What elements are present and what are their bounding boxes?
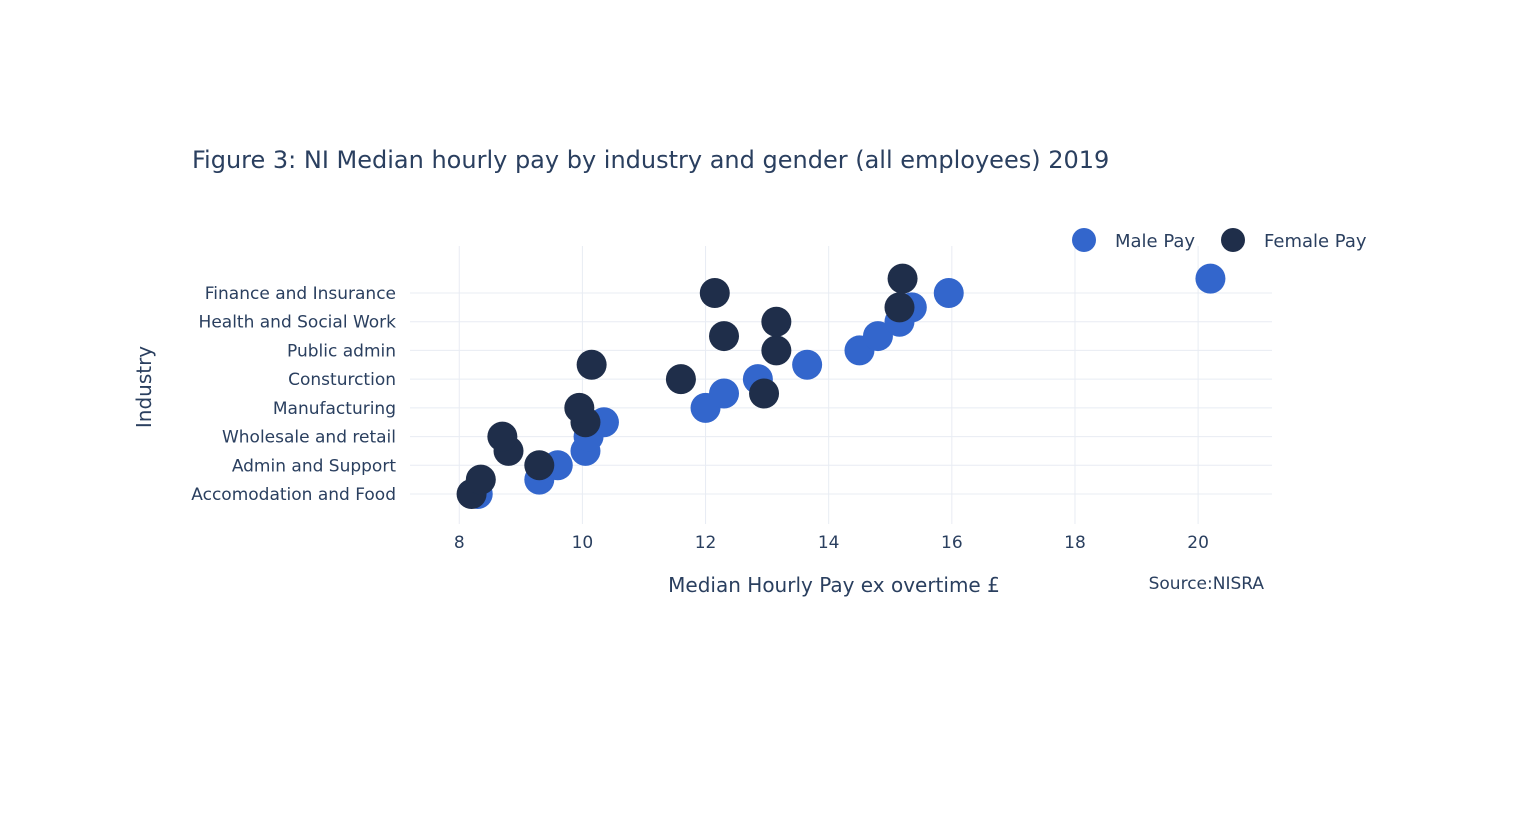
- y-tick-label: Consturction: [288, 370, 396, 390]
- point-male[interactable]: [709, 378, 740, 409]
- point-female[interactable]: [576, 349, 607, 380]
- x-tick-label: 12: [695, 533, 717, 553]
- legend-item-female[interactable]: Female Pay: [1221, 228, 1367, 252]
- legend-label-male: Male Pay: [1115, 231, 1195, 252]
- grid-lines: [410, 246, 1272, 524]
- point-female[interactable]: [761, 335, 792, 366]
- y-tick-label: Finance and Insurance: [205, 284, 396, 304]
- y-tick-labels: Accomodation and Food Admin and Support Wh…: [191, 284, 396, 505]
- point-male[interactable]: [792, 349, 823, 380]
- x-tick-label: 8: [454, 533, 465, 553]
- legend: Male Pay Female Pay: [1072, 228, 1367, 252]
- point-female[interactable]: [524, 450, 555, 481]
- y-tick-label: Accomodation and Food: [191, 485, 396, 505]
- point-female[interactable]: [887, 263, 918, 294]
- y-tick-label: Health and Social Work: [199, 313, 397, 333]
- point-male[interactable]: [1195, 263, 1226, 294]
- x-tick-label: 10: [572, 533, 594, 553]
- source-annotation: Source:NISRA: [1149, 574, 1265, 594]
- point-female[interactable]: [699, 278, 730, 308]
- chart-title: Figure 3: NI Median hourly pay by indust…: [192, 146, 1109, 174]
- data-points[interactable]: [456, 263, 1226, 509]
- point-female[interactable]: [749, 378, 780, 409]
- point-female[interactable]: [564, 392, 595, 423]
- x-tick-label: 18: [1064, 533, 1086, 553]
- point-female[interactable]: [665, 364, 696, 395]
- y-axis-title: Industry: [132, 346, 156, 428]
- point-male[interactable]: [862, 321, 893, 352]
- x-tick-labels: 8 10 12 14 16 18 20: [454, 533, 1209, 553]
- legend-marker-male: [1072, 228, 1096, 252]
- legend-item-male[interactable]: Male Pay: [1072, 228, 1195, 252]
- point-female[interactable]: [884, 292, 915, 323]
- y-tick-label: Public admin: [287, 341, 396, 361]
- legend-label-female: Female Pay: [1264, 231, 1367, 252]
- y-tick-label: Admin and Support: [232, 456, 397, 476]
- x-tick-label: 20: [1187, 533, 1209, 553]
- point-female[interactable]: [709, 321, 740, 352]
- y-tick-label: Manufacturing: [273, 399, 396, 419]
- point-male[interactable]: [933, 278, 964, 308]
- legend-marker-female: [1221, 228, 1245, 252]
- x-tick-label: 16: [941, 533, 963, 553]
- y-tick-label: Wholesale and retail: [222, 428, 396, 448]
- x-axis-title: Median Hourly Pay ex overtime £: [668, 573, 1000, 597]
- point-female[interactable]: [487, 421, 518, 452]
- point-female[interactable]: [761, 306, 792, 337]
- x-tick-label: 14: [818, 533, 840, 553]
- point-female[interactable]: [465, 464, 496, 495]
